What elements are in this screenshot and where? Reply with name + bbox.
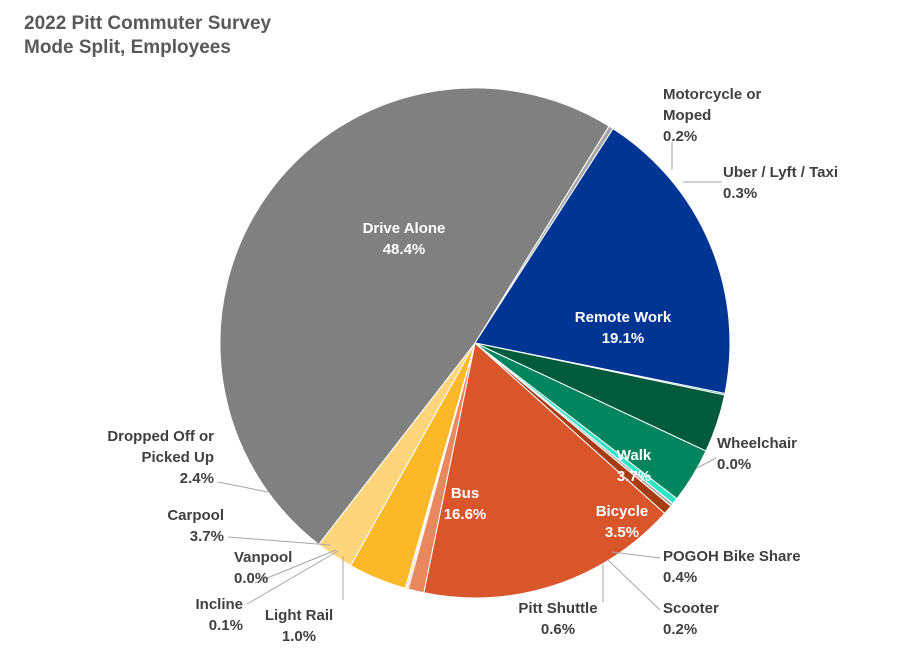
leader-lines <box>217 142 722 611</box>
slice-label-wheelchair: Wheelchair 0.0% <box>717 435 797 473</box>
slice-name-vanpool: Vanpool <box>234 549 292 566</box>
slice-value-dropped: 2.4% <box>180 470 214 487</box>
slice-value-remote: 19.1% <box>602 330 645 347</box>
pie-slices <box>219 87 731 599</box>
slice-name-bus: Bus <box>451 485 479 502</box>
leader-line-scooter <box>607 559 661 611</box>
leader-line-wheelchair <box>696 457 717 469</box>
slice-name-pogoh: POGOH Bike Share <box>663 548 801 565</box>
slice-name-dropped: Picked Up <box>141 449 214 466</box>
slice-label-drive: Drive Alone 48.4% <box>363 220 446 258</box>
slice-value-walk: 3.7% <box>617 468 651 485</box>
slice-value-vanpool: 0.0% <box>234 570 268 587</box>
slice-label-shuttle: Pitt Shuttle 0.6% <box>518 600 597 638</box>
slice-name-dropped: Dropped Off or <box>107 428 214 445</box>
slice-value-pogoh: 0.4% <box>663 569 697 586</box>
slice-label-scooter: Scooter 0.2% <box>663 600 719 638</box>
slice-name-motorcycle: Moped <box>663 107 711 124</box>
slice-name-remote: Remote Work <box>575 309 672 326</box>
slice-label-bus: Bus 16.6% <box>444 485 487 523</box>
slice-value-shuttle: 0.6% <box>541 621 575 638</box>
slice-value-lightrail: 1.0% <box>282 628 316 645</box>
slice-value-bus: 16.6% <box>444 506 487 523</box>
slice-label-motorcycle: Motorcycle or Moped 0.2% <box>663 86 762 145</box>
slice-label-dropped: Dropped Off or Picked Up 2.4% <box>107 428 214 487</box>
slice-remote <box>474 127 731 395</box>
slice-value-incline: 0.1% <box>209 617 243 634</box>
slice-label-bicycle: Bicycle 3.5% <box>596 503 649 541</box>
slice-value-uber: 0.3% <box>723 185 757 202</box>
slice-bus <box>423 342 666 599</box>
slice-labels: Motorcycle or Moped 0.2% Uber / Lyft / Taxi… <box>107 86 838 645</box>
slice-name-bicycle: Bicycle <box>596 503 649 520</box>
slice-label-remote: Remote Work 19.1% <box>575 309 672 347</box>
chart-title: 2022 Pitt Commuter Survey Mode Split, Em… <box>24 12 271 60</box>
slice-value-bicycle: 3.5% <box>605 524 639 541</box>
slice-label-pogoh: POGOH Bike Share 0.4% <box>663 548 801 586</box>
slice-name-drive: Drive Alone <box>363 220 446 237</box>
slice-name-motorcycle: Motorcycle or <box>663 86 762 103</box>
slice-name-incline: Incline <box>195 596 243 613</box>
slice-label-uber: Uber / Lyft / Taxi 0.3% <box>723 164 838 202</box>
slice-drive <box>219 87 610 546</box>
leader-line-vanpool <box>254 549 337 584</box>
slice-name-lightrail: Light Rail <box>265 607 333 624</box>
slice-label-walk: Walk 3.7% <box>617 447 652 485</box>
slice-name-carpool: Carpool <box>167 507 224 524</box>
slice-name-scooter: Scooter <box>663 600 719 617</box>
slice-label-incline: Incline 0.1% <box>195 596 243 634</box>
leader-line-pogoh <box>611 551 661 559</box>
leader-line-incline <box>246 550 339 605</box>
slice-value-carpool: 3.7% <box>190 528 224 545</box>
slice-label-carpool: Carpool 3.7% <box>167 507 224 545</box>
slice-name-uber: Uber / Lyft / Taxi <box>723 164 838 181</box>
slice-value-wheelchair: 0.0% <box>717 456 751 473</box>
slice-label-vanpool: Vanpool 0.0% <box>234 549 292 587</box>
slice-label-lightrail: Light Rail 1.0% <box>265 607 333 645</box>
slice-name-wheelchair: Wheelchair <box>717 435 797 452</box>
slice-value-scooter: 0.2% <box>663 621 697 638</box>
chart-title-line-1: 2022 Pitt Commuter Survey <box>24 13 272 34</box>
chart-title-line-2: Mode Split, Employees <box>24 37 231 58</box>
slice-name-shuttle: Pitt Shuttle <box>518 600 597 617</box>
slice-value-drive: 48.4% <box>383 241 426 258</box>
slice-value-motorcycle: 0.2% <box>663 128 697 145</box>
leader-line-dropped <box>217 481 269 493</box>
leader-line-carpool <box>227 536 331 546</box>
slice-name-walk: Walk <box>617 447 652 464</box>
